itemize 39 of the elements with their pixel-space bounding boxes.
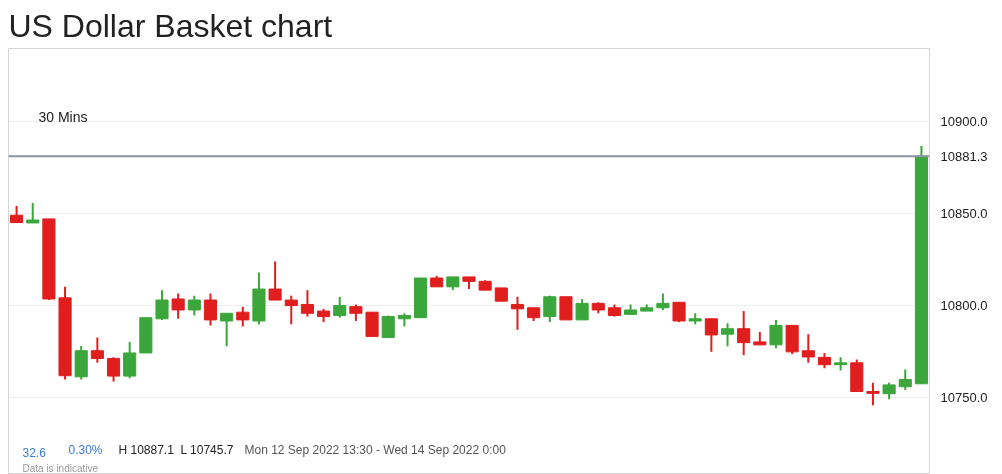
- annotation: H 10887.1: [118, 442, 175, 457]
- candlestick: [543, 294, 557, 324]
- candlestick: [155, 289, 169, 321]
- candlestick: [284, 294, 298, 326]
- ref-line-label: 10881.3: [940, 148, 988, 164]
- annotation: L 10745.7: [180, 442, 234, 457]
- y-tick-label: 10900.0: [940, 114, 988, 130]
- candlestick: [333, 295, 347, 319]
- candlestick: [220, 312, 234, 348]
- candlestick: [381, 314, 395, 339]
- candlestick: [559, 295, 573, 321]
- annotation: Mon 12 Sep 2022 13:30 - Wed 14 Sep 2022 0:00: [244, 442, 507, 457]
- candlestick: [187, 294, 201, 317]
- chart-title: US Dollar Basket chart: [8, 7, 333, 44]
- candlestick: [801, 333, 815, 364]
- candlestick: [720, 322, 735, 348]
- candlestick: [268, 260, 282, 302]
- candlestick: [90, 336, 104, 364]
- candlestick: [575, 297, 589, 321]
- candlestick: [123, 340, 137, 380]
- candlestick: [26, 202, 40, 224]
- candlestick: [737, 310, 751, 357]
- candlestick: [510, 295, 525, 331]
- candlestick: [898, 368, 912, 392]
- candlestick: [704, 317, 718, 353]
- annotation: 0.30%: [68, 442, 103, 457]
- candlestick: [106, 356, 121, 383]
- y-tick-label: 10800.0: [940, 298, 988, 314]
- candlestick: [171, 292, 185, 320]
- candlestick: [236, 305, 250, 328]
- y-tick-label: 10750.0: [940, 389, 988, 405]
- candlestick: [769, 318, 783, 350]
- candlestick: [866, 381, 880, 407]
- candlestick: [300, 289, 314, 318]
- y-tick-label: 10850.0: [940, 206, 988, 222]
- candlestick: [203, 292, 218, 327]
- annotation: 32.6: [22, 445, 47, 460]
- annotation: 30 Mins: [38, 108, 88, 125]
- annotation: Data is indicative: [22, 462, 99, 474]
